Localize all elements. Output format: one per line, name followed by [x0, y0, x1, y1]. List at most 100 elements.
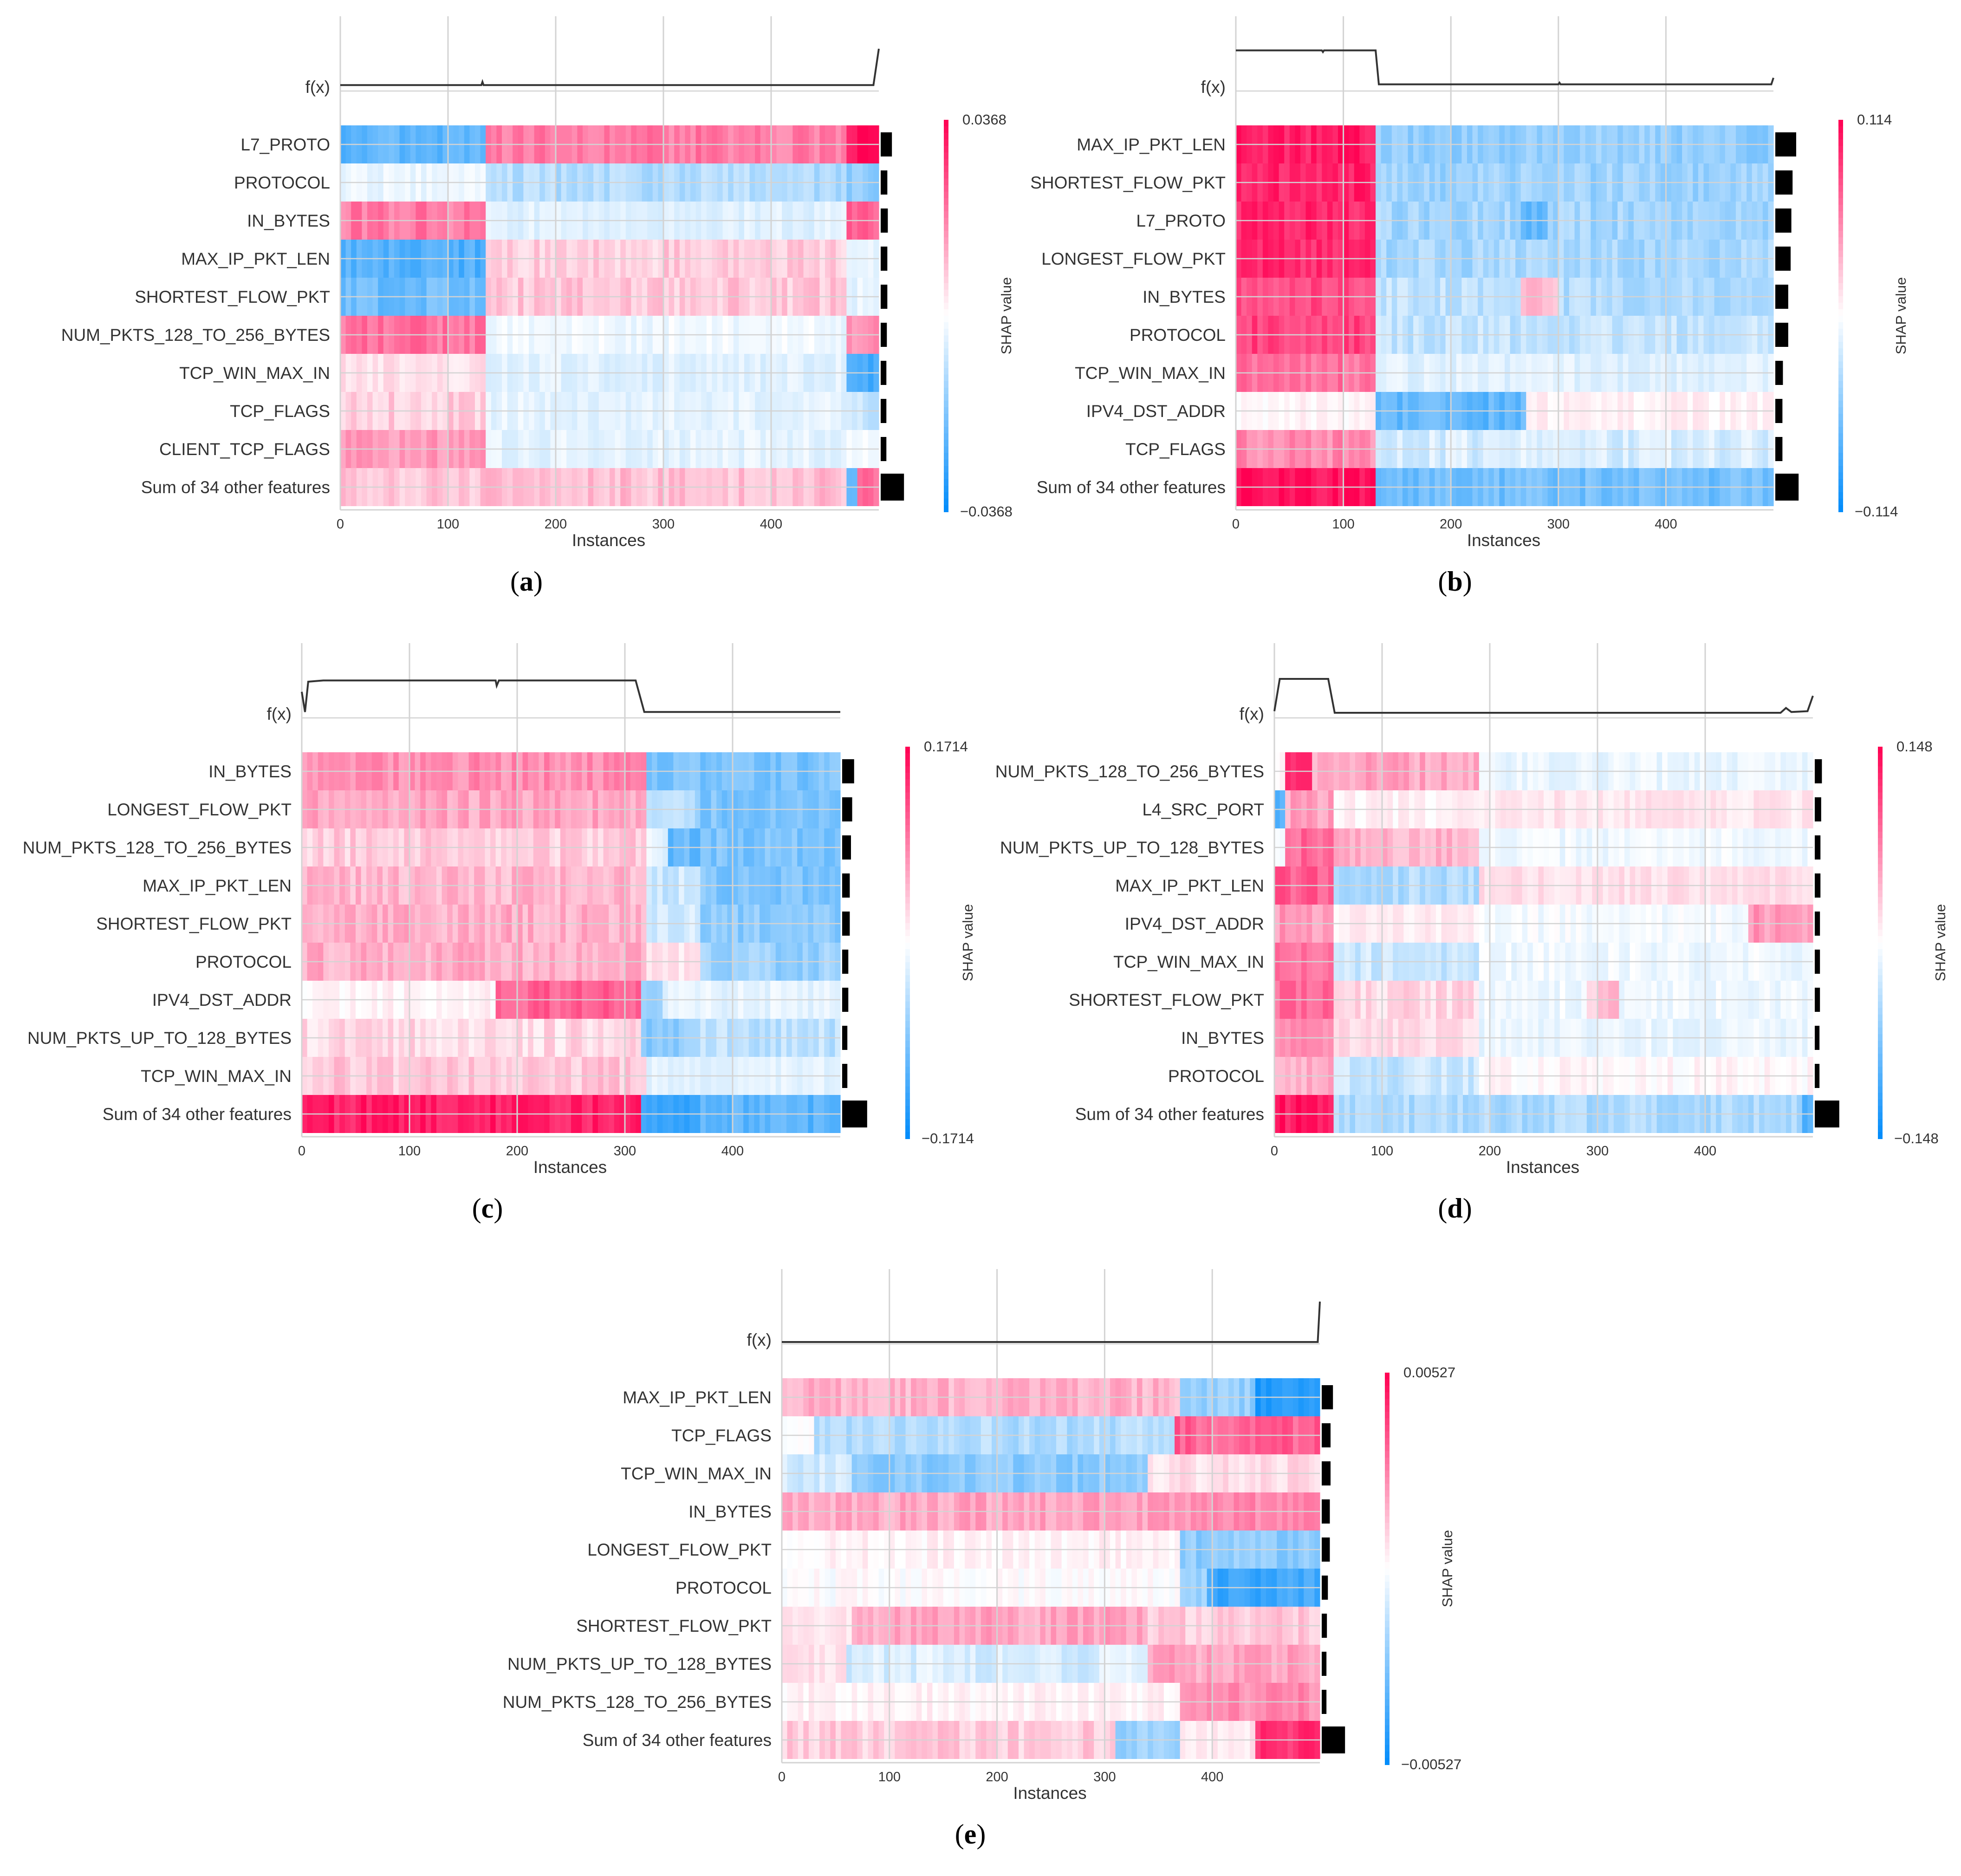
- caption-close: ): [493, 1193, 503, 1224]
- colorbar-step: [905, 923, 910, 930]
- colorbar-step: [1838, 231, 1843, 238]
- colorbar-step: [1878, 760, 1883, 767]
- x-ticks: 0 100 200 300 400: [1232, 517, 1677, 532]
- importance-bar: [1815, 1101, 1839, 1127]
- colorbar-step: [905, 1125, 910, 1133]
- colorbar-step: [1878, 1034, 1883, 1041]
- importance-bar: [842, 1064, 848, 1088]
- caption-letter: c: [481, 1193, 494, 1224]
- feature-label: LONGEST_FLOW_PKT: [1041, 249, 1226, 268]
- colorbar-step: [944, 146, 948, 153]
- colorbar-step: [1878, 943, 1883, 950]
- colorbar-step: [1878, 1060, 1883, 1068]
- colorbar-step: [1878, 969, 1883, 976]
- colorbar-step: [1838, 394, 1843, 401]
- colorbar-step: [1878, 1021, 1883, 1028]
- colorbar-step: [944, 322, 948, 330]
- importance-bar: [842, 797, 852, 821]
- colorbar-step: [1878, 884, 1883, 891]
- colorbar-step: [1838, 335, 1843, 343]
- colorbar-step: [905, 799, 910, 806]
- colorbar-step: [905, 949, 910, 957]
- colorbar-step: [1838, 492, 1843, 499]
- colorbar-step: [905, 962, 910, 970]
- colorbar-step: [944, 505, 948, 512]
- colorbar-step: [944, 231, 948, 238]
- importance-bar: [1775, 361, 1783, 385]
- feature-label: IPV4_DST_ADDR: [152, 990, 292, 1010]
- colorbar-step: [905, 1060, 910, 1068]
- colorbar-min-label: −0.0368: [960, 503, 1013, 520]
- feature-label: MAX_IP_PKT_LEN: [1115, 876, 1264, 895]
- colorbar-max-label: 0.148: [1896, 738, 1933, 755]
- colorbar-step: [944, 342, 948, 349]
- colorbar-step: [1838, 427, 1843, 434]
- importance-bar: [1815, 1026, 1820, 1050]
- colorbar-step: [1878, 773, 1883, 780]
- colorbar-step: [944, 433, 948, 441]
- colorbar-step: [944, 133, 948, 140]
- colorbar-step: [944, 191, 948, 199]
- colorbar-step: [944, 185, 948, 192]
- importance-bar: [1775, 437, 1783, 461]
- x-tick-label: 400: [760, 517, 782, 532]
- colorbar-step: [944, 453, 948, 460]
- colorbar-title: SHAP value: [1893, 277, 1909, 355]
- colorbar-step: [1838, 152, 1843, 160]
- colorbar-step: [1878, 1093, 1883, 1100]
- importance-bar: [1815, 759, 1822, 783]
- feature-label: IN_BYTES: [1181, 1029, 1264, 1048]
- colorbar-step: [905, 936, 910, 943]
- colorbar-step: [1878, 766, 1883, 774]
- colorbar-step: [905, 1086, 910, 1094]
- colorbar-step: [1878, 1054, 1883, 1061]
- colorbar-step: [905, 1047, 910, 1055]
- x-tick-label: 0: [1232, 517, 1240, 532]
- colorbar-step: [1878, 1132, 1883, 1139]
- x-axis-label: Instances: [1506, 1158, 1579, 1177]
- colorbar-step: [944, 198, 948, 205]
- colorbar-step: [944, 440, 948, 447]
- colorbar-step: [1838, 211, 1843, 218]
- colorbar-step: [944, 244, 948, 251]
- colorbar-step: [1838, 218, 1843, 225]
- colorbar-step: [944, 394, 948, 401]
- colorbar-step: [905, 877, 910, 885]
- importance-bar: [1815, 835, 1821, 860]
- feature-label: L4_SRC_PORT: [1142, 800, 1264, 819]
- gridlines: [339, 16, 879, 511]
- colorbar-step: [944, 159, 948, 166]
- colorbar-step: [905, 792, 910, 800]
- feature-label: MAX_IP_PKT_LEN: [181, 249, 330, 268]
- colorbar-step: [1838, 146, 1843, 153]
- colorbar-step: [1838, 466, 1843, 473]
- colorbar-step: [1838, 204, 1843, 212]
- colorbar-step: [905, 890, 910, 898]
- colorbar-step: [1878, 812, 1883, 819]
- colorbar-step: [1878, 1041, 1883, 1048]
- colorbar-step: [944, 204, 948, 212]
- colorbar-step: [944, 459, 948, 467]
- colorbar-step: [905, 1080, 910, 1087]
- colorbar-step: [905, 766, 910, 774]
- colorbar-step: [905, 753, 910, 761]
- feature-label: TCP_WIN_MAX_IN: [179, 364, 330, 383]
- colorbar-step: [944, 139, 948, 147]
- colorbar-step: [1878, 1001, 1883, 1009]
- shap-heatmap-panel-a: f(x)L7_PROTOPROTOCOLIN_BYTESMAX_IP_PKT_L…: [61, 16, 1014, 597]
- importance-bar: [842, 759, 854, 783]
- caption-open: (: [472, 1193, 481, 1224]
- colorbar-step: [1838, 322, 1843, 330]
- colorbar-step: [905, 812, 910, 819]
- colorbar-step: [944, 361, 948, 369]
- colorbar-step: [1878, 1080, 1883, 1087]
- colorbar-step: [1878, 747, 1883, 754]
- feature-label: TCP_WIN_MAX_IN: [141, 1067, 292, 1086]
- feature-label: NUM_PKTS_UP_TO_128_BYTES: [27, 1029, 292, 1048]
- colorbar-step: [1878, 838, 1883, 845]
- fx-line: [301, 679, 840, 713]
- colorbar-step: [905, 1001, 910, 1009]
- feature-label: IN_BYTES: [247, 211, 330, 230]
- colorbar-step: [1878, 858, 1883, 865]
- colorbar-step: [944, 302, 948, 310]
